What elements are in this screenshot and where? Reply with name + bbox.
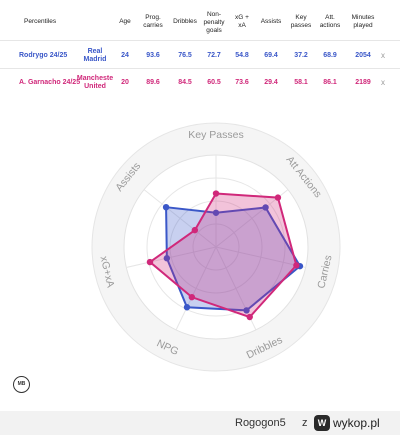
header-key-passes: Key passes xyxy=(290,14,312,29)
radar-spoke xyxy=(143,189,217,248)
header-age: Age xyxy=(119,18,131,25)
player-row-garnacho: A. Garnacho 24/25 Mancheste United 20 89.… xyxy=(0,72,400,94)
npg-value: 72.7 xyxy=(207,52,221,59)
radar-spoke xyxy=(126,246,217,268)
radar-data-point xyxy=(183,304,191,311)
remove-player-button[interactable]: x xyxy=(381,78,385,87)
header-separator xyxy=(0,40,400,41)
team-name: Mancheste United xyxy=(76,75,114,90)
player-name: Rodrygo 24/25 xyxy=(19,52,68,59)
comparison-table: Percentiles Age Prog. carries Dribbles No… xyxy=(0,0,400,97)
radar-data-point xyxy=(162,203,170,211)
header-npg: Non-penalty goals xyxy=(203,11,225,34)
footer-bar: Rogogon5 z W wykop.pl xyxy=(0,411,400,435)
header-dribbles: Dribbles xyxy=(173,18,197,25)
key-passes-value: 58.1 xyxy=(294,79,308,86)
minutes-value: 2189 xyxy=(355,79,371,86)
radar-data-point xyxy=(212,209,220,216)
xg-xa-value: 54.8 xyxy=(235,52,249,59)
radar-data-point xyxy=(163,255,171,262)
header-prog-carries: Prog. carries xyxy=(143,14,163,29)
npg-value: 60.5 xyxy=(207,79,221,86)
player-name: A. Garnacho 24/25 xyxy=(19,79,81,86)
radar-data-point xyxy=(243,307,250,314)
footer-z: z xyxy=(302,417,308,429)
age-value: 20 xyxy=(121,79,129,86)
wykop-logo-icon: W xyxy=(314,415,330,431)
remove-player-button[interactable]: x xyxy=(381,51,385,60)
radar-axis-label: Key Passes xyxy=(188,129,243,141)
header-xg-xa: xG + xA xyxy=(235,14,249,29)
prog-carries-value: 89.6 xyxy=(146,79,160,86)
radar-data-point xyxy=(274,194,282,201)
site-name[interactable]: wykop.pl xyxy=(333,416,380,430)
radar-data-point xyxy=(188,293,196,301)
player-row-rodrygo: Rodrygo 24/25 Real Madrid 24 93.6 76.5 72… xyxy=(0,45,400,67)
header-minutes: Minutes played xyxy=(351,14,375,29)
header-att-actions: Att. actions xyxy=(319,14,341,29)
row-separator xyxy=(0,68,400,69)
mb-logo-icon: MB xyxy=(13,376,30,393)
header-assists: Assists xyxy=(260,18,282,25)
assists-value: 29.4 xyxy=(264,79,278,86)
radar-data-point xyxy=(212,190,220,197)
username[interactable]: Rogogon5 xyxy=(235,417,286,429)
minutes-value: 2054 xyxy=(355,52,371,59)
radar-data-point xyxy=(191,226,199,234)
team-name: Real Madrid xyxy=(83,48,107,63)
dribbles-value: 84.5 xyxy=(178,79,192,86)
radar-series-area xyxy=(165,206,302,312)
radar-data-point xyxy=(146,258,154,266)
att-actions-value: 86.1 xyxy=(323,79,337,86)
radar-data-point xyxy=(262,204,269,211)
radar-spoke xyxy=(215,246,306,268)
radar-spoke xyxy=(175,246,217,331)
dribbles-value: 76.5 xyxy=(178,52,192,59)
age-value: 24 xyxy=(121,52,129,59)
prog-carries-value: 93.6 xyxy=(146,52,160,59)
radar-series-area xyxy=(148,192,298,319)
key-passes-value: 37.2 xyxy=(294,52,308,59)
radar-data-point xyxy=(293,262,300,269)
radar-data-point xyxy=(246,313,253,321)
att-actions-value: 68.9 xyxy=(323,52,337,59)
assists-value: 69.4 xyxy=(264,52,278,59)
header-percentiles: Percentiles xyxy=(24,18,57,25)
xg-xa-value: 73.6 xyxy=(235,79,249,86)
